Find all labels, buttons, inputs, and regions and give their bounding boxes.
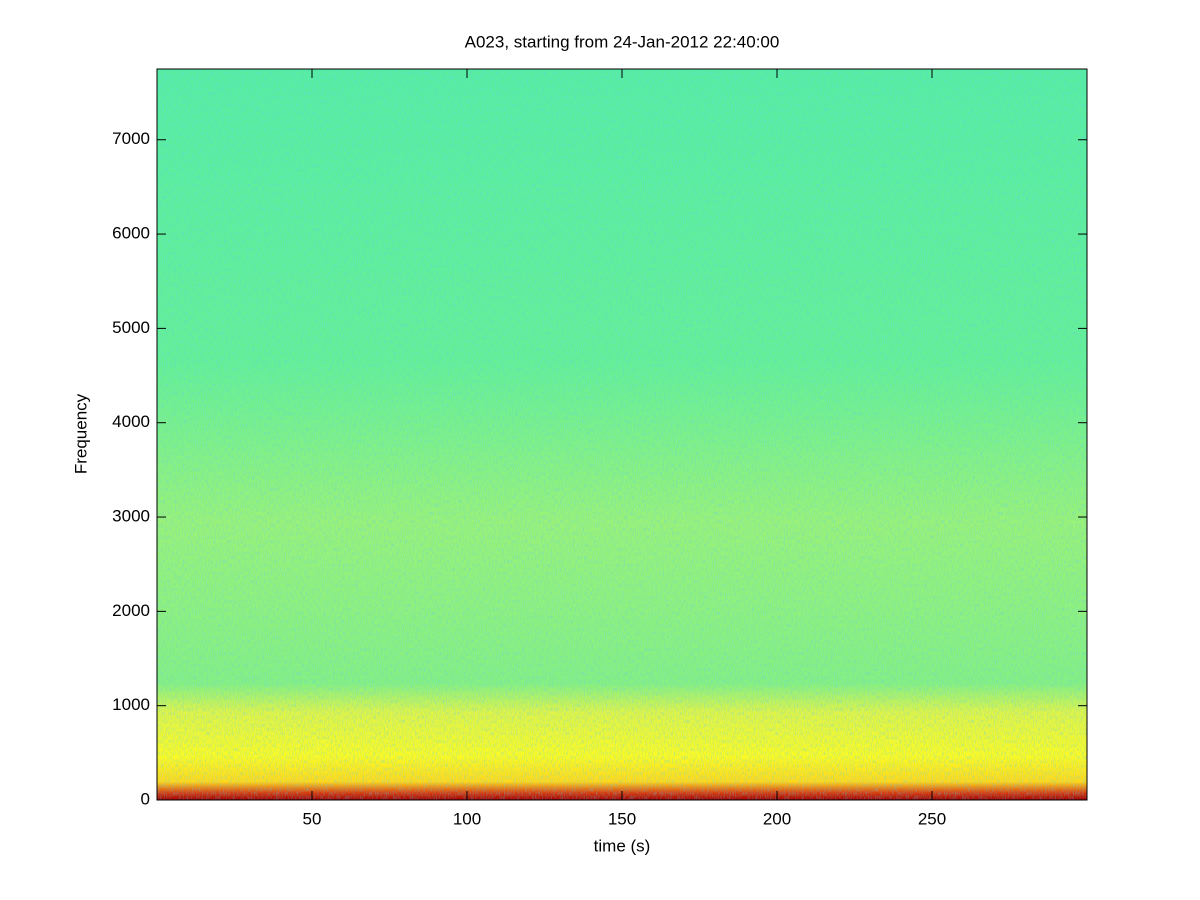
y-tick-label: 5000 — [112, 318, 150, 337]
x-tick-label: 50 — [303, 809, 322, 828]
y-tick-label: 2000 — [112, 601, 150, 620]
x-axis-label: time (s) — [594, 836, 651, 855]
y-tick-label: 7000 — [112, 129, 150, 148]
x-tick-label: 200 — [763, 809, 791, 828]
y-tick-label: 0 — [141, 789, 150, 808]
y-tick-label: 3000 — [112, 507, 150, 526]
x-tick-label: 100 — [453, 809, 481, 828]
chart-title: A023, starting from 24-Jan-2012 22:40:00 — [465, 32, 780, 51]
spectrogram-image — [157, 69, 1087, 800]
y-axis-label: Frequency — [71, 393, 90, 474]
x-tick-label: 250 — [918, 809, 946, 828]
y-tick-label: 4000 — [112, 412, 150, 431]
spectrogram-noise — [157, 69, 1087, 800]
y-tick-label: 1000 — [112, 695, 150, 714]
x-tick-label: 150 — [608, 809, 636, 828]
y-tick-label: 6000 — [112, 224, 150, 243]
